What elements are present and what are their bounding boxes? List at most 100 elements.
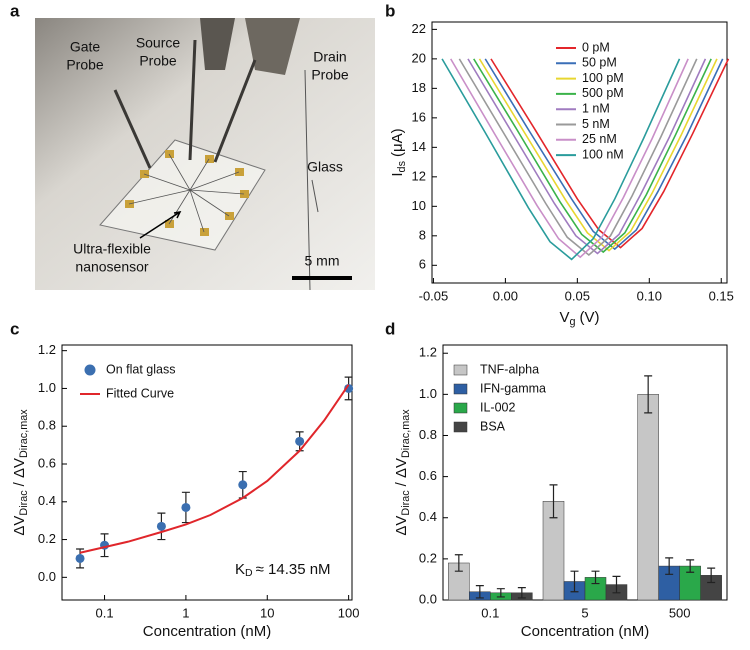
legend-swatch bbox=[453, 383, 468, 395]
error-bar bbox=[549, 484, 558, 519]
legend-label: On flat glass bbox=[106, 362, 175, 376]
annotation: KD ≈ 14.35 nM bbox=[235, 561, 331, 579]
line bbox=[478, 58, 718, 252]
y-tick-label: 0.0 bbox=[38, 569, 56, 584]
y-tick-label: 20 bbox=[412, 50, 426, 65]
sensor bbox=[99, 139, 266, 251]
legend-label: 1 nM bbox=[582, 101, 610, 115]
plot-frame bbox=[61, 344, 353, 601]
subscript: Dirac,max bbox=[18, 409, 30, 458]
legend-label: 25 nM bbox=[582, 132, 617, 146]
axis-title: Concentration (nM) bbox=[521, 623, 649, 640]
line bbox=[490, 58, 730, 249]
y-tick-label: 8 bbox=[419, 227, 426, 242]
legend-label: Fitted Curve bbox=[106, 386, 174, 400]
panel-label: b bbox=[385, 1, 395, 20]
label-part: ΔV bbox=[11, 516, 28, 536]
legend-swatch bbox=[84, 364, 96, 376]
line bbox=[458, 58, 698, 257]
legend-label: 0 pM bbox=[582, 40, 610, 54]
line bbox=[473, 58, 712, 254]
legend-swatch bbox=[453, 421, 468, 433]
error-bar bbox=[496, 588, 505, 598]
label-part: ΔV bbox=[393, 516, 410, 536]
y-tick-label: 14 bbox=[412, 139, 426, 154]
y-tick-label: 0.8 bbox=[38, 418, 56, 433]
legend-label: 5 nM bbox=[582, 117, 610, 131]
subscript: Dirac,max bbox=[400, 409, 412, 458]
photo-label: Ultra-flexible bbox=[73, 241, 151, 257]
error-bar bbox=[454, 554, 463, 572]
glass-edge bbox=[304, 69, 319, 291]
y-tick-label: 12 bbox=[412, 168, 426, 183]
x-tick-label: -0.05 bbox=[419, 288, 449, 303]
subscript: Dirac bbox=[400, 490, 412, 516]
y-tick-label: 22 bbox=[412, 21, 426, 36]
arrow bbox=[139, 211, 182, 239]
y-tick-label: 0.6 bbox=[419, 468, 437, 483]
clamp bbox=[200, 18, 235, 70]
line bbox=[450, 58, 689, 259]
photo-label: Drain bbox=[313, 49, 346, 65]
error-bar bbox=[686, 559, 695, 573]
photo-label: Gate bbox=[70, 39, 101, 55]
plot-frame bbox=[431, 21, 728, 284]
x-tick-label: 0.1 bbox=[96, 605, 114, 620]
clamp bbox=[245, 18, 300, 75]
label-part: I bbox=[389, 172, 406, 176]
line bbox=[441, 58, 681, 261]
scale-bar-label: 5 mm bbox=[305, 253, 340, 269]
photo-label: Probe bbox=[311, 67, 349, 83]
error-bar bbox=[591, 570, 600, 585]
y-tick-label: 1.2 bbox=[38, 342, 56, 357]
x-tick-label: 10 bbox=[260, 605, 274, 620]
subscript: ds bbox=[396, 160, 408, 172]
x-tick-label: 500 bbox=[669, 605, 691, 620]
y-tick-label: 1.0 bbox=[419, 386, 437, 401]
axis-title: Vg (V) bbox=[559, 309, 599, 328]
x-tick-label: 0.1 bbox=[481, 605, 499, 620]
data-point bbox=[156, 521, 166, 531]
x-tick-label: 1 bbox=[182, 605, 189, 620]
error-bar bbox=[644, 375, 653, 414]
y-tick-label: 1.0 bbox=[38, 380, 56, 395]
data-point bbox=[295, 436, 305, 446]
axis-title: ΔVDirac / ΔVDirac,max bbox=[11, 409, 30, 536]
y-tick-label: 0.4 bbox=[419, 509, 437, 524]
photo-label: Glass bbox=[307, 159, 343, 175]
data-point bbox=[238, 480, 248, 490]
y-tick-label: 6 bbox=[419, 257, 426, 272]
y-tick-label: 10 bbox=[412, 198, 426, 213]
data-point bbox=[181, 502, 191, 512]
annotation-part: D bbox=[245, 567, 253, 579]
probes bbox=[113, 39, 257, 169]
y-tick-label: 0.4 bbox=[38, 493, 56, 508]
y-tick-label: 0.6 bbox=[38, 455, 56, 470]
legend-swatch bbox=[453, 402, 468, 414]
legend-label: 100 pM bbox=[582, 71, 624, 85]
traces bbox=[128, 153, 245, 233]
x-tick-label: 0.00 bbox=[493, 288, 518, 303]
y-tick-label: 1.2 bbox=[419, 345, 437, 360]
x-tick-label: 0.05 bbox=[565, 288, 590, 303]
y-tick-label: 0.2 bbox=[419, 550, 437, 565]
axis-title: ΔVDirac / ΔVDirac,max bbox=[393, 409, 412, 536]
label-part: (μA) bbox=[389, 128, 406, 157]
line bbox=[484, 58, 724, 251]
y-tick-label: 16 bbox=[412, 109, 426, 124]
legend-swatch bbox=[453, 364, 468, 376]
photo-panel: a Gate Probe Source Probe Drain Probe Gl… bbox=[10, 1, 375, 291]
axis-title: Ids (μA) bbox=[389, 128, 408, 176]
line bbox=[467, 58, 707, 255]
y-tick-label: 0.8 bbox=[419, 427, 437, 442]
panel-label: c bbox=[10, 319, 19, 338]
error-bar bbox=[475, 585, 484, 599]
photo-label: Probe bbox=[66, 57, 104, 73]
annotation-part: K bbox=[235, 561, 245, 578]
subscript: Dirac bbox=[18, 490, 30, 516]
label-part: / ΔV bbox=[393, 458, 410, 486]
error-bar bbox=[517, 587, 526, 599]
bar bbox=[637, 394, 659, 601]
label-part: V bbox=[559, 309, 569, 326]
error-bar bbox=[707, 567, 716, 584]
